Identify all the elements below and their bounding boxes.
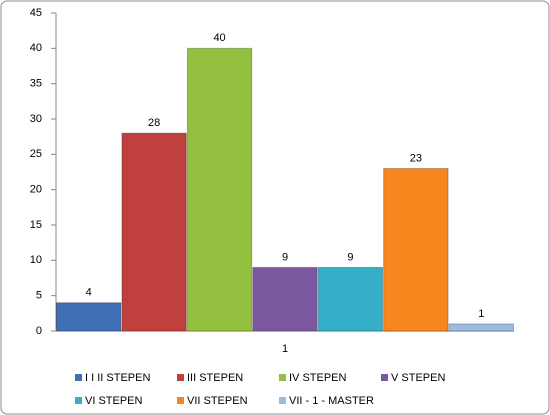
y-tick-label: 0: [36, 325, 42, 337]
x-tick-label: 1: [282, 343, 288, 355]
data-label: 4: [86, 287, 92, 299]
legend-label: III STEPEN: [187, 372, 243, 384]
legend-swatch: [177, 374, 184, 381]
legend-label: V STEPEN: [391, 372, 445, 384]
y-tick-label: 20: [30, 184, 42, 196]
y-tick-label: 5: [36, 290, 42, 302]
legend-swatch: [177, 397, 184, 404]
legend-label: VI STEPEN: [85, 395, 143, 407]
y-tick-label: 40: [30, 42, 42, 54]
y-tick-label: 35: [30, 78, 42, 90]
y-tick-label: 10: [30, 254, 42, 266]
data-label: 28: [148, 117, 160, 129]
bar: [448, 323, 515, 332]
bar: [186, 47, 253, 332]
legend-swatch: [75, 374, 82, 381]
bar: [317, 266, 384, 332]
data-label: 1: [478, 308, 484, 320]
y-tick-label: 25: [30, 148, 42, 160]
y-tick-label: 45: [30, 7, 42, 19]
legend-label: IV STEPEN: [289, 372, 347, 384]
data-label: 23: [410, 152, 422, 164]
data-label: 9: [282, 251, 288, 263]
bar: [383, 167, 449, 332]
bar: [121, 132, 187, 332]
y-tick-label: 30: [30, 113, 42, 125]
bar: [56, 302, 122, 332]
legend-swatch: [381, 374, 388, 381]
data-label: 40: [213, 32, 225, 44]
bar: [252, 266, 318, 332]
legend-swatch: [279, 397, 286, 404]
data-label: 9: [347, 251, 353, 263]
legend-label: VII STEPEN: [187, 395, 248, 407]
legend-label: I I II STEPEN: [85, 372, 150, 384]
legend-swatch: [279, 374, 286, 381]
legend-swatch: [75, 397, 82, 404]
y-tick-label: 15: [30, 219, 42, 231]
legend-label: VII - 1 - MASTER: [289, 395, 374, 407]
